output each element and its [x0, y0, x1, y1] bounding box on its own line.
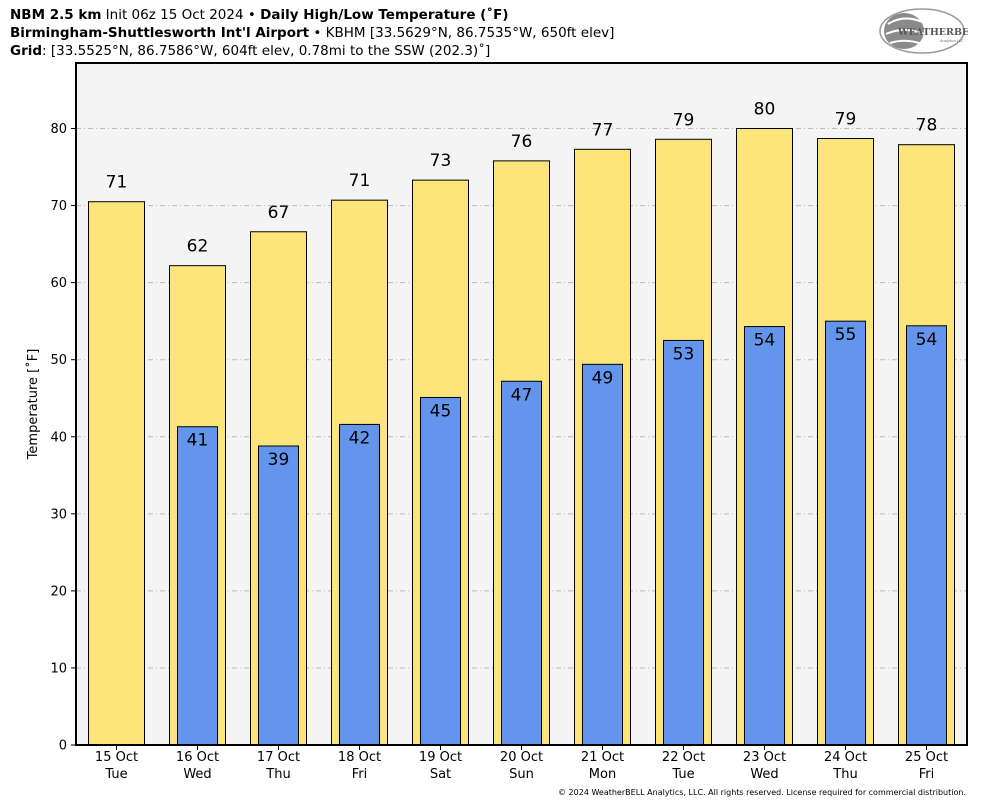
- init-time: Init 06z 15 Oct 2024 •: [101, 7, 261, 23]
- high-temp-label: 80: [754, 100, 776, 120]
- y-tick-label: 60: [50, 276, 67, 291]
- high-temp-label: 76: [511, 132, 533, 152]
- low-temp-bar: [177, 426, 218, 746]
- low-temp-label: 54: [754, 331, 776, 351]
- y-axis: 0 10 20 30 40 50 60 70 80: [50, 122, 76, 754]
- grid-info: : [33.5525°N, 86.7586°W, 604ft elev, 0.7…: [42, 43, 491, 59]
- x-tick-date: 22 Oct: [662, 750, 705, 765]
- low-temp-bar: [744, 326, 785, 746]
- x-tick-date: 16 Oct: [176, 750, 219, 765]
- high-temp-label: 79: [673, 110, 695, 130]
- low-temp-label: 49: [592, 368, 614, 388]
- high-temp-label: 67: [268, 203, 290, 223]
- high-temp-label: 73: [430, 151, 452, 171]
- x-tick-date: 23 Oct: [743, 750, 786, 765]
- x-tick-day: Fri: [352, 767, 368, 782]
- low-temp-bar: [420, 396, 461, 746]
- low-temp-bar: [258, 445, 299, 746]
- x-tick-day: Mon: [589, 767, 616, 782]
- x-tick-day: Tue: [104, 767, 127, 782]
- model-name: NBM 2.5 km: [10, 7, 102, 23]
- weatherbell-logo-icon: WEATHERBELL Analytics LLC: [879, 8, 968, 54]
- y-tick-label: 50: [50, 353, 67, 368]
- low-temp-label: 45: [430, 401, 452, 421]
- low-temp-label: 55: [835, 325, 857, 345]
- station-name: Birmingham-Shuttlesworth Int'l Airport: [10, 25, 310, 41]
- y-tick-label: 20: [50, 584, 67, 599]
- low-temp-bar: [906, 325, 947, 746]
- high-temp-label: 71: [349, 171, 371, 191]
- low-temp-label: 41: [187, 431, 209, 451]
- header-line-3: Grid: [33.5525°N, 86.7586°W, 604ft elev,…: [10, 42, 614, 60]
- x-tick-date: 17 Oct: [257, 750, 300, 765]
- low-temp-label: 39: [268, 450, 290, 470]
- x-axis: 15 Oct Tue 16 Oct Wed 17 Oct Thu 18 Oct Fri 19 O…: [95, 745, 948, 782]
- low-temp-label: 42: [349, 428, 371, 448]
- chart-header: NBM 2.5 km Init 06z 15 Oct 2024 • Daily …: [10, 6, 614, 60]
- x-tick-day: Thu: [265, 767, 290, 782]
- y-tick-label: 10: [50, 661, 67, 676]
- copyright-footer: © 2024 WeatherBELL Analytics, LLC. All r…: [558, 788, 966, 797]
- low-temp-bar: [825, 320, 866, 746]
- x-tick-date: 24 Oct: [824, 750, 867, 765]
- high-temp-label: 79: [835, 110, 857, 130]
- logo-text: WEATHERBELL: [897, 27, 968, 38]
- x-tick-day: Sun: [509, 767, 534, 782]
- x-tick-date: 25 Oct: [905, 750, 948, 765]
- header-line-2: Birmingham-Shuttlesworth Int'l Airport •…: [10, 24, 614, 42]
- x-tick-day: Tue: [671, 767, 694, 782]
- x-tick-day: Fri: [919, 767, 935, 782]
- x-tick-day: Wed: [183, 767, 211, 782]
- station-info: • KBHM [33.5629°N, 86.7535°W, 650ft elev…: [309, 25, 615, 41]
- y-tick-label: 0: [59, 739, 67, 754]
- low-temp-label: 47: [511, 385, 533, 405]
- y-tick-label: 30: [50, 507, 67, 522]
- y-axis-label: Temperature [˚F]: [25, 349, 41, 461]
- x-tick-date: 18 Oct: [338, 750, 381, 765]
- y-tick-label: 70: [50, 199, 67, 214]
- x-tick-day: Sat: [430, 767, 451, 782]
- high-temp-label: 78: [916, 116, 938, 136]
- x-tick-date: 21 Oct: [581, 750, 624, 765]
- logo-subtext: Analytics LLC: [940, 39, 964, 43]
- x-tick-day: Wed: [750, 767, 778, 782]
- low-temp-bar: [339, 423, 380, 746]
- header-line-1: NBM 2.5 km Init 06z 15 Oct 2024 • Daily …: [10, 6, 614, 24]
- chart-title: Daily High/Low Temperature (˚F): [260, 7, 509, 23]
- high-temp-label: 62: [187, 237, 209, 257]
- high-temp-bar: [88, 201, 145, 746]
- y-tick-label: 40: [50, 430, 67, 445]
- x-tick-day: Thu: [832, 767, 857, 782]
- low-temp-bar: [501, 380, 542, 746]
- low-temp-bar: [663, 339, 704, 746]
- low-temp-bar: [582, 363, 623, 746]
- x-tick-date: 19 Oct: [419, 750, 462, 765]
- x-tick-date: 20 Oct: [500, 750, 543, 765]
- high-temp-label: 71: [106, 173, 128, 193]
- grid-label: Grid: [10, 43, 43, 59]
- y-tick-label: 80: [50, 122, 67, 137]
- low-temp-label: 54: [916, 330, 938, 350]
- low-temp-label: 53: [673, 344, 695, 364]
- bars: 71 62 67 71 73 76 77 79 80 79 78 41 39 42 45 47 49 53 54 55…: [88, 100, 955, 746]
- high-temp-label: 77: [592, 120, 614, 140]
- x-tick-date: 15 Oct: [95, 750, 138, 765]
